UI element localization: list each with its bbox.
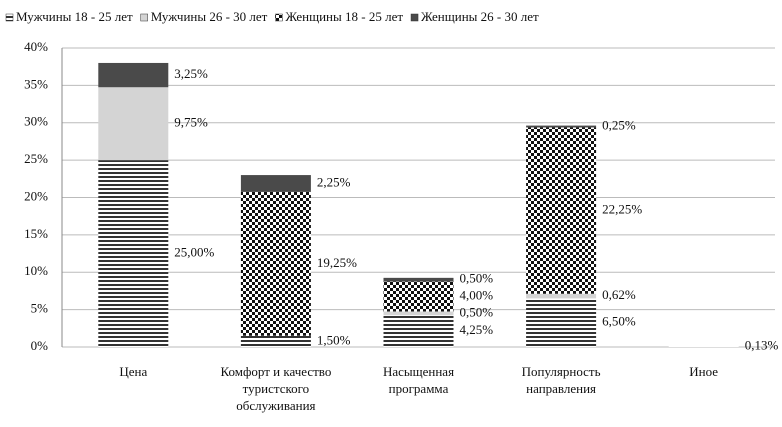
bar-segment	[240, 175, 311, 192]
legend-label: Женщины 26 - 30 лет	[421, 9, 539, 24]
value-label: 0,62%	[602, 287, 636, 302]
value-label: 19,25%	[317, 255, 357, 270]
value-label: 3,25%	[174, 66, 208, 81]
legend-label: Мужчины 18 - 25 лет	[16, 9, 133, 24]
bar-segment	[526, 127, 597, 294]
y-tick-label: 35%	[24, 76, 48, 91]
value-label: 0,13%	[745, 337, 779, 352]
legend-label: Женщины 18 - 25 лет	[285, 9, 403, 24]
bar-segment	[526, 298, 597, 347]
x-tick-label: Популярность направления	[521, 364, 601, 396]
value-label: 0,50%	[460, 270, 494, 285]
value-label: 22,25%	[602, 202, 642, 217]
x-tick-label: Насыщенная программа	[382, 364, 455, 396]
bar-segment	[668, 346, 739, 347]
bar-segment	[383, 315, 454, 347]
y-tick-label: 10%	[24, 263, 48, 278]
value-label: 2,25%	[317, 174, 351, 189]
bar-segment	[98, 160, 169, 347]
y-tick-label: 5%	[31, 301, 49, 316]
bar-segment	[240, 191, 311, 336]
bar-segment	[383, 311, 454, 316]
bar-segment	[383, 277, 454, 282]
value-label: 4,25%	[460, 322, 494, 337]
legend-swatch	[275, 13, 283, 22]
value-label: 4,00%	[460, 287, 494, 302]
y-tick-label: 0%	[31, 338, 49, 353]
bar-segment	[240, 335, 311, 347]
value-label: 6,50%	[602, 314, 636, 329]
y-tick-label: 25%	[24, 151, 48, 166]
bar-segment	[383, 281, 454, 312]
value-label: 1,50%	[317, 332, 351, 347]
value-label: 9,75%	[174, 115, 208, 130]
x-tick-label: Иное	[689, 364, 719, 379]
y-tick-label: 40%	[24, 39, 48, 54]
legend-swatch	[140, 13, 148, 22]
legend-swatch	[5, 13, 14, 22]
y-tick-label: 30%	[24, 114, 48, 129]
y-tick-label: 15%	[24, 226, 48, 241]
value-label: 25,00%	[174, 245, 214, 260]
bar-segment	[98, 87, 169, 161]
x-tick-label: Цена	[119, 364, 148, 379]
legend-label: Мужчины 26 - 30 лет	[151, 9, 268, 24]
y-tick-label: 20%	[24, 188, 48, 203]
bar-segment	[98, 62, 169, 88]
value-label: 0,50%	[460, 304, 494, 319]
bar-segment	[526, 125, 597, 128]
x-tick-label: Комфорт и качество туристского обслужива…	[220, 364, 332, 413]
bar-segment	[526, 293, 597, 299]
legend-swatch	[410, 13, 419, 22]
value-label: 0,25%	[602, 118, 636, 133]
